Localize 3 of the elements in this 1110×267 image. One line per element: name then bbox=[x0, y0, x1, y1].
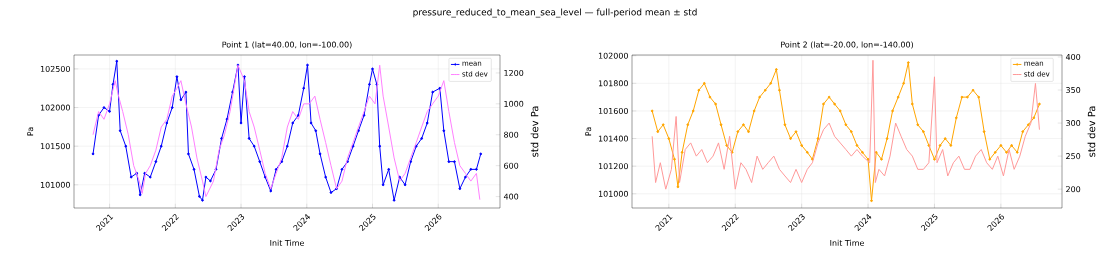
text: pressure_reduced_to_mean_sea_level — full-period mean ± std bbox=[413, 8, 697, 18]
y2-axis-title: std dev Pa bbox=[530, 106, 539, 157]
y2-axis-title: std dev Pa bbox=[1087, 106, 1096, 157]
